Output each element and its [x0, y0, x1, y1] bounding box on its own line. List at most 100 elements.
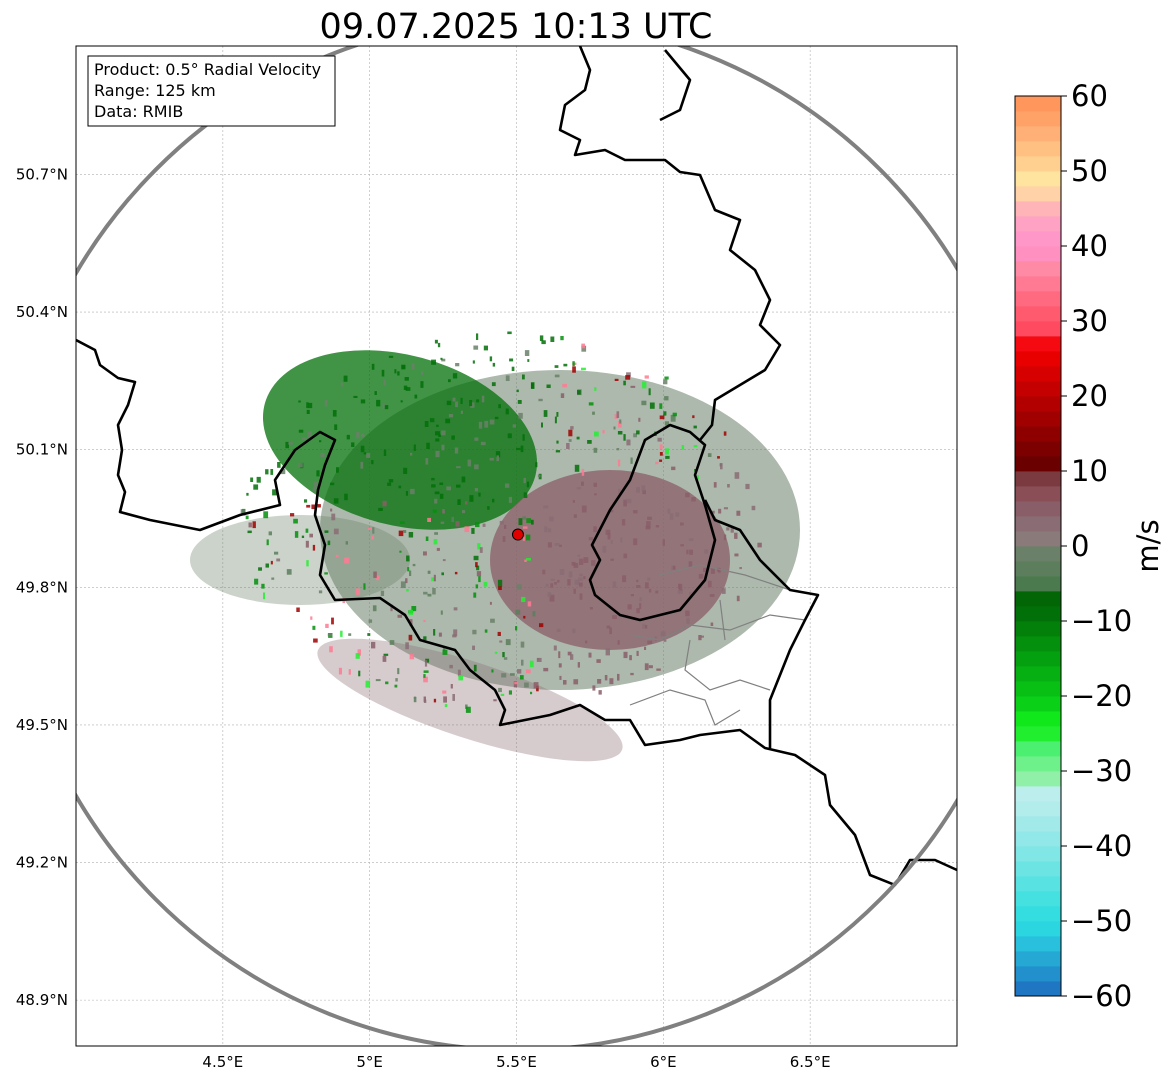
echo-speckle — [423, 676, 428, 683]
echo-speckle — [639, 597, 642, 602]
colorbar-band — [1015, 186, 1061, 202]
echo-speckle — [559, 675, 562, 680]
echo-speckle — [495, 451, 501, 458]
colorbar-band — [1015, 741, 1061, 757]
echo-speckle — [642, 489, 646, 495]
echo-speckle — [610, 540, 613, 544]
echo-speckle — [504, 524, 507, 529]
echo-speckle — [306, 560, 309, 567]
echo-speckle — [290, 513, 295, 517]
echo-speckle — [360, 433, 365, 437]
echo-speckle — [515, 626, 518, 631]
echo-speckle — [411, 363, 415, 370]
echo-speckle — [623, 651, 628, 659]
echo-speckle — [617, 431, 623, 435]
echo-speckle — [405, 387, 411, 391]
echo-speckle — [327, 540, 331, 546]
echo-speckle — [458, 675, 464, 681]
echo-speckle — [734, 532, 738, 539]
echo-speckle — [659, 459, 663, 462]
echo-speckle — [376, 575, 380, 581]
echo-speckle — [280, 468, 286, 475]
colorbar-tick-label: 40 — [1071, 229, 1108, 263]
echo-speckle — [385, 681, 389, 685]
echo-speckle — [432, 588, 436, 595]
echo-speckle — [462, 510, 466, 514]
echo-speckle — [526, 534, 531, 541]
echo-speckle — [751, 505, 756, 511]
echo-speckle — [424, 421, 429, 427]
echo-speckle — [617, 459, 621, 467]
echo-speckle — [403, 530, 407, 533]
echo-speckle — [306, 409, 310, 414]
echo-speckle — [320, 453, 325, 457]
colorbar-band — [1015, 906, 1061, 922]
echo-speckle — [527, 601, 532, 607]
echo-speckle — [277, 462, 281, 468]
echo-speckle — [443, 646, 446, 652]
info-data-source: Data: RMIB — [94, 102, 183, 121]
echo-speckle — [433, 574, 436, 582]
echo-speckle — [331, 513, 336, 521]
echo-speckle — [518, 412, 523, 419]
echo-speckle — [340, 382, 344, 387]
echo-speckle — [478, 421, 483, 429]
colorbar-band — [1015, 456, 1061, 472]
echo-speckle — [356, 432, 360, 439]
region-boundaries — [629, 564, 806, 726]
echo-speckle — [655, 525, 660, 528]
echo-speckle — [577, 390, 581, 395]
echo-speckle — [526, 558, 531, 561]
echo-speckle — [324, 530, 329, 533]
echo-speckle — [636, 608, 640, 614]
echo-speckle — [533, 682, 539, 689]
echo-speckle — [397, 668, 400, 675]
echo-speckle — [423, 670, 429, 673]
lat-tick-label: 49.5°N — [16, 716, 68, 734]
echo-speckle — [252, 521, 256, 529]
echo-speckle — [681, 445, 685, 450]
colorbar-band — [1015, 606, 1061, 622]
colorbar-band — [1015, 486, 1061, 502]
echo-speckle — [460, 410, 463, 414]
echo-speckle — [475, 522, 480, 528]
echo-speckle — [664, 421, 669, 426]
echo-speckle — [581, 481, 584, 486]
echo-speckle — [664, 376, 669, 380]
echo-speckle — [505, 408, 509, 415]
echo-speckle — [656, 668, 661, 671]
echo-speckle — [464, 526, 470, 533]
echo-speckle — [425, 458, 429, 465]
colorbar-band — [1015, 516, 1061, 532]
echo-speckle — [405, 642, 409, 650]
echo-speckle — [598, 690, 602, 695]
echo-speckle — [541, 340, 546, 345]
colorbar-band — [1015, 711, 1061, 727]
echo-speckle — [293, 518, 298, 524]
echo-speckle — [316, 470, 320, 477]
echo-speckle — [630, 457, 633, 464]
echo-speckle — [663, 379, 668, 385]
lat-tick-label: 50.1°N — [16, 441, 68, 459]
lon-tick-label: 4.5°E — [202, 1053, 243, 1071]
echo-speckle — [664, 396, 669, 401]
colorbar-band — [1015, 666, 1061, 682]
echo-speckle — [594, 493, 597, 496]
echo-speckle — [455, 521, 460, 527]
echo-speckle — [657, 437, 662, 442]
echo-speckle — [344, 557, 350, 564]
echo-speckle — [450, 684, 453, 689]
longitude-tick-labels: 4.5°E 5°E 5.5°E 6°E 6.5°E — [202, 1053, 830, 1071]
echo-speckle — [478, 492, 481, 497]
echo-speckle — [626, 372, 631, 377]
colorbar-band — [1015, 306, 1061, 322]
echo-speckle — [333, 498, 339, 504]
map-frame — [75, 45, 958, 1047]
echo-speckle — [276, 558, 281, 562]
echo-speckle — [645, 582, 649, 589]
echo-speckle — [336, 467, 339, 473]
colorbar-band — [1015, 351, 1061, 367]
echo-speckle — [475, 584, 479, 589]
echo-speckle — [560, 336, 564, 341]
echo-speckle — [662, 539, 665, 546]
